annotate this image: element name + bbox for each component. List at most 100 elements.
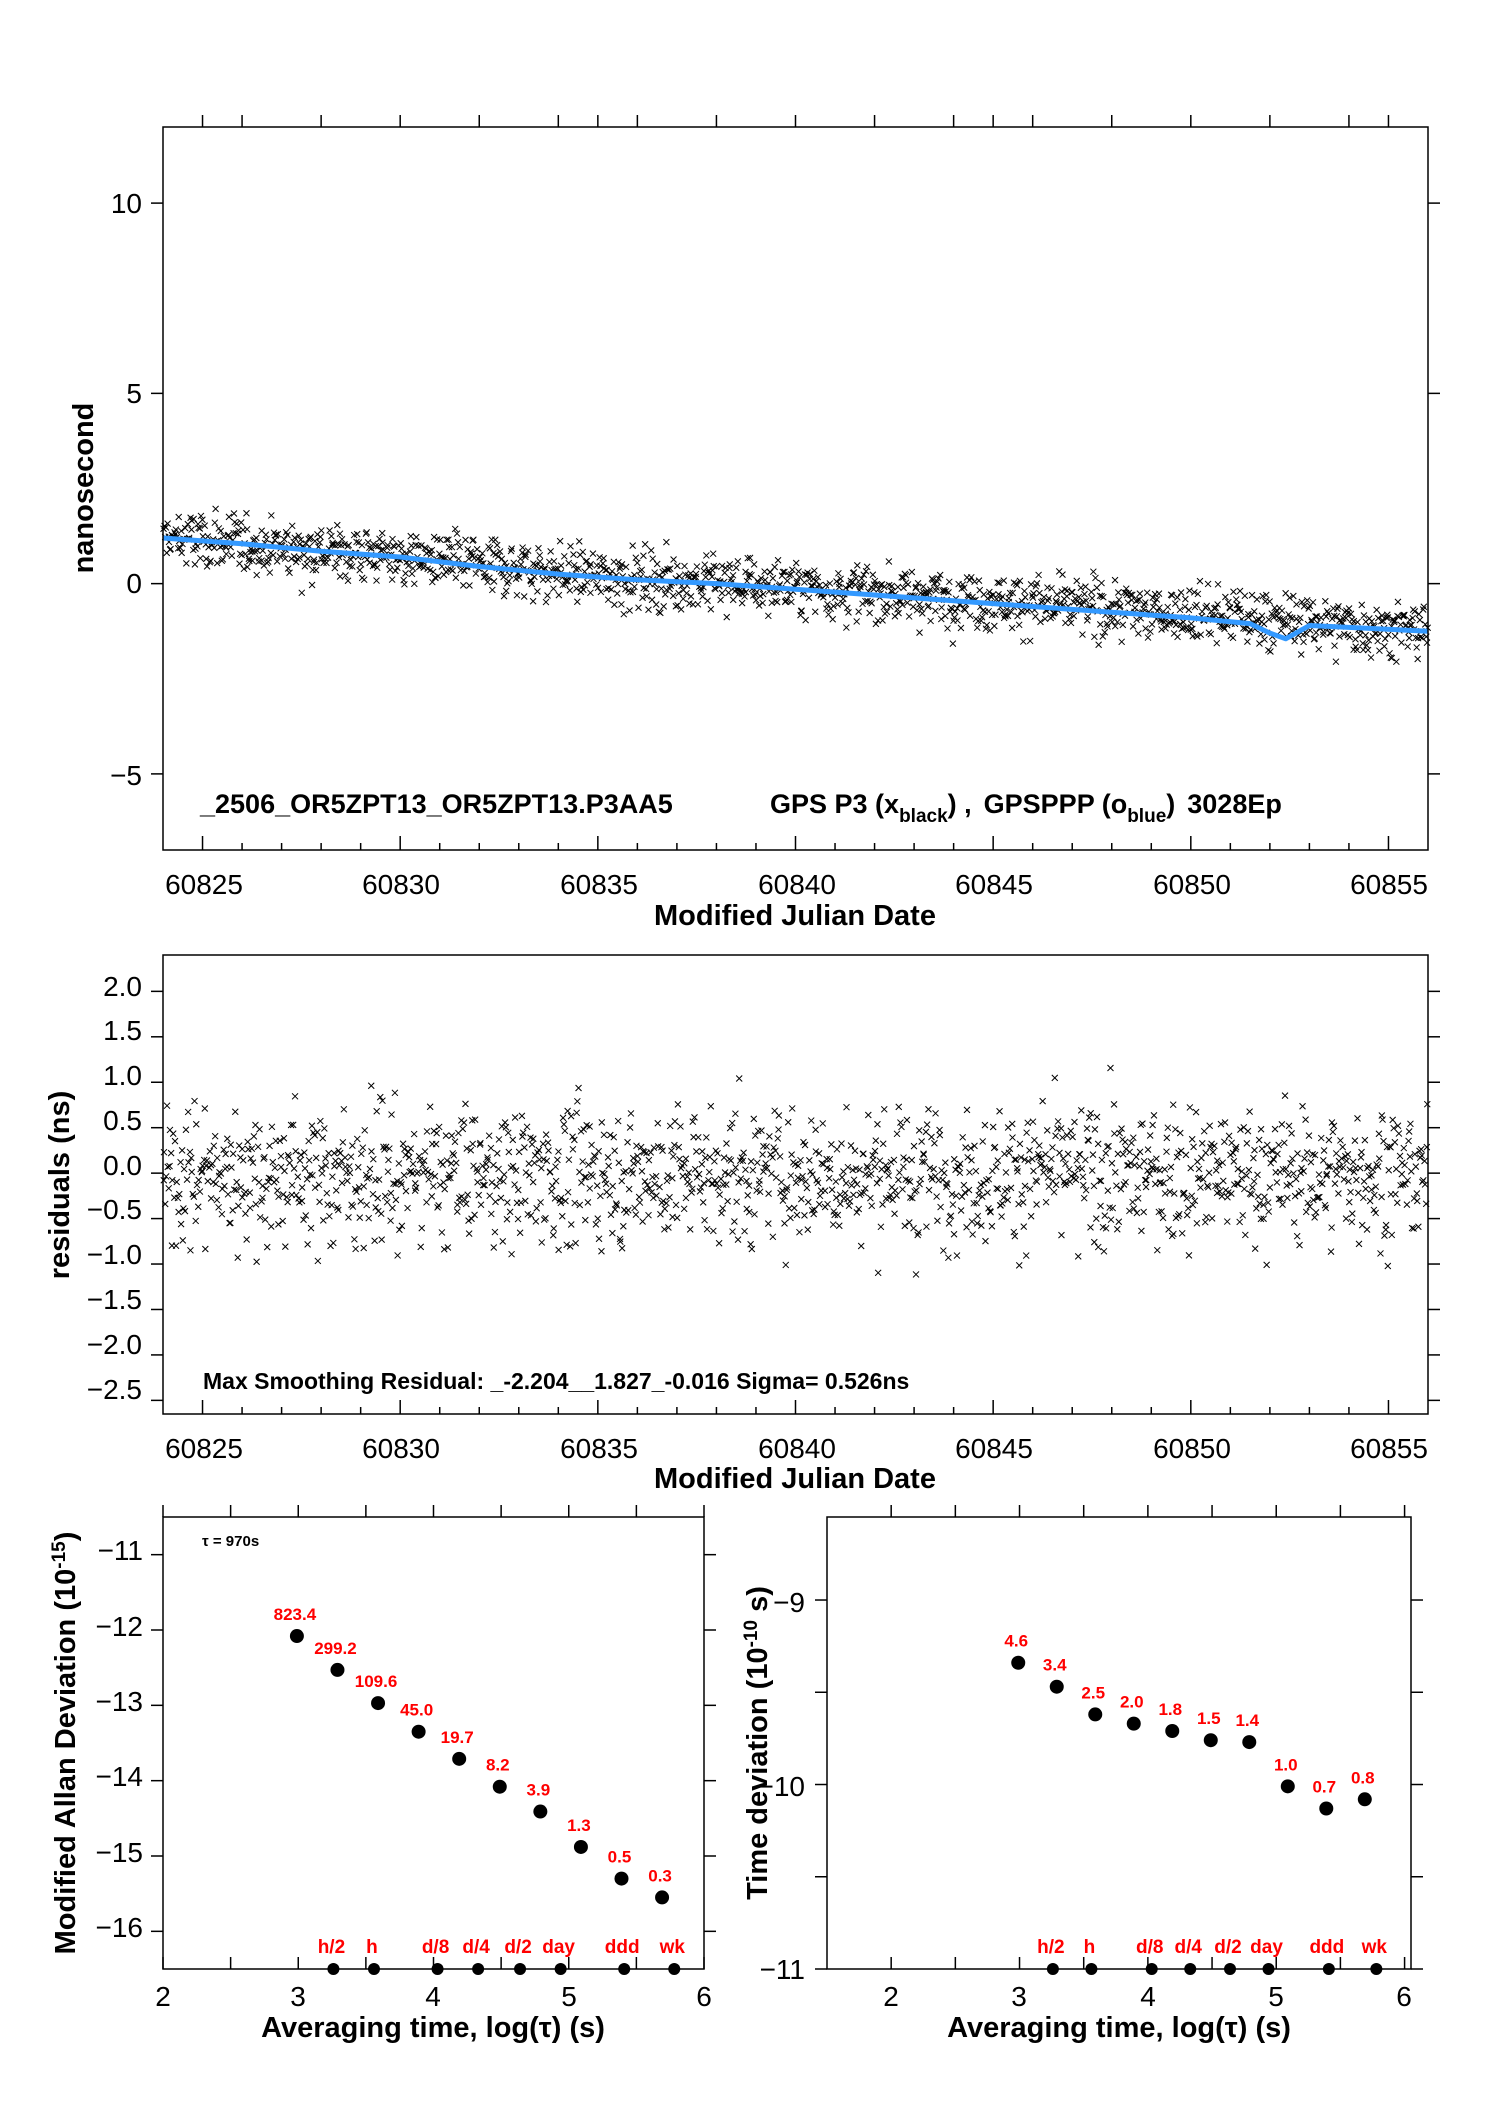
residual-point bbox=[985, 1175, 993, 1183]
residual-point bbox=[1338, 1155, 1345, 1162]
residual-point bbox=[731, 1218, 738, 1225]
residual-point bbox=[1345, 1178, 1352, 1185]
gps-p3-point bbox=[1226, 604, 1234, 612]
residual-point bbox=[991, 1143, 999, 1151]
gps-p3-point bbox=[388, 576, 396, 583]
gps-p3-point bbox=[899, 601, 906, 609]
residual-point bbox=[171, 1137, 179, 1145]
residual-point bbox=[1114, 1150, 1122, 1158]
gps-p3-point bbox=[519, 544, 526, 551]
residual-point bbox=[612, 1200, 620, 1207]
residual-point bbox=[1212, 1182, 1219, 1190]
residual-point bbox=[1230, 1158, 1238, 1165]
mdev-ytick-label: −16 bbox=[96, 1912, 144, 1943]
gps-p3-point bbox=[694, 600, 702, 608]
residual-point bbox=[462, 1200, 470, 1208]
gps-p3-point bbox=[364, 539, 372, 546]
residual-point bbox=[775, 1112, 783, 1119]
residual-point bbox=[1316, 1193, 1323, 1201]
gps-p3-point bbox=[1373, 606, 1380, 614]
residual-point bbox=[1074, 1252, 1082, 1260]
gps-p3-point bbox=[587, 589, 594, 597]
residual-point bbox=[1178, 1229, 1186, 1237]
residual-point bbox=[1372, 1209, 1380, 1217]
residual-point bbox=[604, 1154, 612, 1161]
gps-p3-point bbox=[1184, 626, 1192, 634]
residual-point bbox=[1337, 1137, 1344, 1144]
residual-point bbox=[565, 1156, 573, 1164]
residual-point bbox=[281, 1243, 289, 1251]
residual-point bbox=[349, 1203, 357, 1210]
residual-point bbox=[661, 1205, 669, 1213]
gps-p3-point bbox=[1108, 618, 1116, 626]
residual-point bbox=[1325, 1136, 1333, 1144]
residual-point bbox=[1023, 1129, 1030, 1137]
residual-point bbox=[1080, 1194, 1088, 1202]
residual-point bbox=[1364, 1164, 1371, 1172]
residual-point bbox=[1294, 1150, 1301, 1157]
residual-point bbox=[1141, 1176, 1149, 1184]
gps-p3-point bbox=[1278, 607, 1286, 615]
gps-p3-point bbox=[1194, 590, 1202, 598]
residual-point bbox=[765, 1190, 772, 1197]
residual-point bbox=[1307, 1158, 1315, 1166]
gps-p3-point bbox=[1063, 587, 1071, 594]
gps-p3-point bbox=[265, 554, 272, 562]
residual-point bbox=[827, 1141, 835, 1148]
gps-p3-point bbox=[761, 576, 769, 584]
gps-p3-point bbox=[263, 535, 270, 543]
residual-point bbox=[848, 1181, 856, 1189]
gps-p3-point bbox=[633, 559, 641, 567]
gps-p3-point bbox=[1388, 654, 1396, 662]
gps-p3-point bbox=[1335, 603, 1342, 610]
residual-point bbox=[1421, 1157, 1428, 1165]
gps-p3-point bbox=[248, 548, 256, 556]
residual-point bbox=[1189, 1201, 1197, 1209]
residual-point bbox=[663, 1177, 671, 1185]
gps-p3-point bbox=[796, 573, 803, 581]
offset-yaxis-title: nanosecond bbox=[68, 403, 100, 574]
gps-p3-point bbox=[1162, 624, 1169, 632]
gps-p3-point bbox=[1333, 613, 1341, 620]
offset-xtick-label: 60845 bbox=[955, 869, 1033, 900]
residual-point bbox=[265, 1174, 273, 1182]
residual-point bbox=[390, 1180, 397, 1188]
residual-point bbox=[1153, 1246, 1161, 1254]
residual-point bbox=[648, 1188, 655, 1196]
gps-p3-point bbox=[522, 553, 529, 561]
gps-p3-point bbox=[670, 556, 677, 563]
residual-point bbox=[1397, 1181, 1404, 1189]
gps-p3-point bbox=[594, 584, 602, 592]
gps-p3-point bbox=[675, 589, 683, 597]
residual-point bbox=[177, 1220, 185, 1228]
residual-point bbox=[1142, 1176, 1150, 1184]
gps-p3-point bbox=[1119, 621, 1127, 629]
gps-p3-point bbox=[181, 524, 189, 532]
residual-point bbox=[529, 1135, 537, 1143]
gps-p3-point bbox=[197, 512, 205, 520]
gps-p3-point bbox=[1141, 599, 1149, 606]
residual-point bbox=[1051, 1074, 1059, 1082]
residual-point bbox=[1317, 1134, 1325, 1142]
residual-point bbox=[1340, 1176, 1348, 1183]
gps-p3-point bbox=[660, 602, 668, 610]
residual-point bbox=[250, 1132, 258, 1140]
residual-point bbox=[167, 1149, 175, 1157]
residual-point bbox=[1412, 1163, 1420, 1170]
residual-point bbox=[787, 1214, 794, 1222]
residual-point bbox=[1279, 1165, 1287, 1173]
gps-p3-point bbox=[647, 546, 655, 554]
residual-point bbox=[978, 1193, 986, 1200]
residual-point bbox=[1322, 1204, 1330, 1212]
residual-point bbox=[561, 1127, 569, 1135]
residual-point bbox=[912, 1271, 920, 1278]
gps-p3-point bbox=[407, 532, 415, 540]
residual-point bbox=[970, 1199, 978, 1207]
residual-point bbox=[288, 1181, 296, 1189]
residual-point bbox=[1240, 1185, 1248, 1193]
residual-point bbox=[291, 1092, 299, 1100]
residual-point bbox=[578, 1179, 585, 1186]
gps-p3-point bbox=[237, 519, 245, 526]
gps-p3-point bbox=[868, 599, 875, 607]
gps-p3-point bbox=[1156, 604, 1163, 612]
